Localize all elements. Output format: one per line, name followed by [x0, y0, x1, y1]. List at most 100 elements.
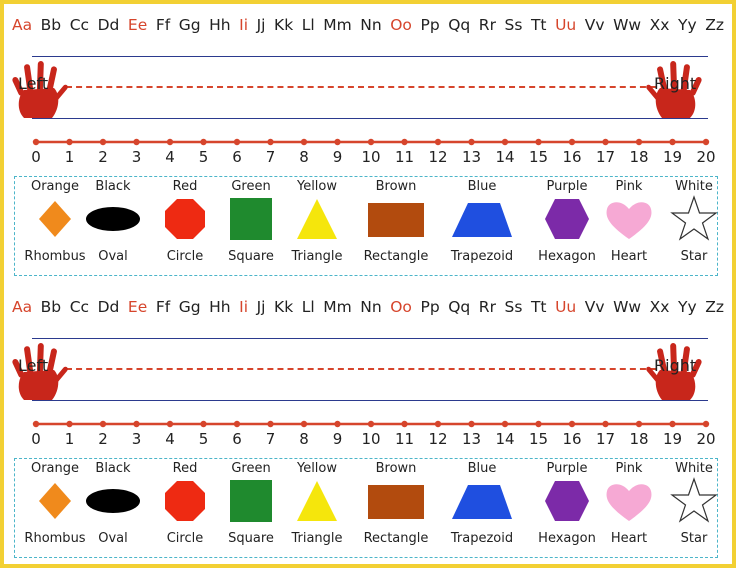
shape-name-label: Oval: [98, 531, 128, 546]
hexagon-shape: [545, 481, 589, 521]
number-tick-dot: [32, 420, 40, 428]
shape-card: Purple Hexagon: [527, 459, 607, 559]
alphabet-letter: Bb: [40, 298, 62, 316]
shape-name-label: Rhombus: [24, 249, 86, 264]
alphabet-row: Aa Bb Cc Dd Ee Ff Gg Hh Ii Jj Kk Ll Mm Nn Oo Pp Qq Rr Ss Tt…: [12, 16, 724, 38]
number-label: 8: [299, 148, 309, 166]
number-tick-dot: [66, 138, 73, 146]
finger-shape: [646, 366, 661, 384]
number-tick-dot: [166, 420, 174, 428]
number-label: 6: [232, 430, 242, 448]
color-name-label: Purple: [546, 461, 588, 476]
left-hand-icon: [12, 61, 68, 118]
number-label: 17: [595, 148, 616, 166]
alphabet-letter: Bb: [40, 16, 62, 34]
number-label: 11: [394, 430, 415, 448]
color-name-label: Black: [95, 179, 131, 194]
number-tick-dot: [334, 138, 341, 146]
shape-name-label: Square: [228, 531, 274, 546]
shape-name-label: Heart: [610, 531, 648, 546]
alphabet-letter: Ee: [127, 16, 148, 34]
alphabet-letter: Ww: [613, 16, 642, 34]
number-label: 12: [428, 430, 448, 448]
shape-card: Pink Heart: [589, 177, 669, 277]
finger-shape: [689, 359, 702, 378]
finger-shape: [670, 61, 678, 93]
alphabet-letter: Nn: [360, 16, 382, 34]
number-label: 2: [98, 148, 108, 166]
alphabet-letter: Kk: [274, 298, 294, 316]
number-label: 0: [31, 430, 41, 448]
number-tick-dot: [401, 420, 408, 428]
number-label: 20: [696, 430, 716, 448]
alphabet-letter: Tt: [530, 16, 547, 34]
finger-shape: [680, 64, 690, 94]
color-name-label: Black: [95, 461, 131, 476]
heart-icon: [599, 477, 659, 525]
palm-shape: [18, 370, 59, 400]
left-label: Left: [18, 356, 49, 375]
number-label: 10: [361, 148, 381, 166]
number-label: 18: [629, 430, 649, 448]
number-tick-dot: [635, 420, 643, 428]
trapezoid-shape: [452, 485, 512, 519]
circle-shape: [165, 481, 205, 521]
hexagon-icon: [537, 477, 597, 525]
trapezoid-shape: [452, 203, 512, 237]
alphabet-letter: Vv: [584, 16, 605, 34]
number-tick-dot: [99, 420, 107, 428]
number-label: 7: [265, 148, 276, 166]
number-tick-dot: [669, 138, 676, 146]
number-tick-dot: [200, 420, 207, 428]
shape-card: Blue Trapezoid: [442, 177, 522, 277]
color-name-label: Purple: [546, 179, 588, 194]
oval-icon: [83, 477, 143, 525]
shape-card: Orange Rhombus: [15, 459, 95, 559]
shape-name-label: Hexagon: [538, 249, 596, 264]
alphabet-letter: Pp: [420, 16, 440, 34]
number-tick-dot: [602, 138, 609, 146]
number-tick-dot: [468, 420, 475, 428]
shape-card: Pink Heart: [589, 459, 669, 559]
right-label: Right: [654, 74, 697, 93]
right-hand-icon: [646, 61, 702, 118]
alphabet-letter: Ll: [301, 298, 315, 316]
midline-dashed: [66, 86, 656, 88]
name-plate-sheet: Aa Bb Cc Dd Ee Ff Gg Hh Ii Jj Kk Ll Mm Nn Oo Pp Qq Rr Ss Tt…: [4, 4, 732, 564]
base-writing-line: [32, 400, 708, 401]
alphabet-letter: Qq: [448, 298, 471, 316]
alphabet-letter: Ss: [504, 298, 523, 316]
shapes-box: Orange Rhombus Black Oval Red Circle Green Squa…: [14, 176, 718, 276]
left-label: Left: [18, 74, 49, 93]
alphabet-letter: Mm: [323, 298, 352, 316]
shape-card: Green Square: [211, 459, 291, 559]
number-label: 15: [528, 430, 549, 448]
circle-shape: [165, 199, 205, 239]
alphabet-letter: Gg: [178, 16, 201, 34]
alphabet-letter: Ee: [127, 298, 148, 316]
heart-icon: [599, 195, 659, 243]
desk-strip-top: Aa Bb Cc Dd Ee Ff Gg Hh Ii Jj Kk Ll Mm Nn Oo Pp Qq Rr Ss Tt…: [4, 4, 732, 284]
alphabet-letter: Ii: [239, 298, 249, 316]
color-name-label: Pink: [615, 179, 643, 194]
number-tick-dot: [702, 420, 710, 428]
rectangle-shape: [368, 485, 424, 519]
shape-name-label: Rectangle: [363, 249, 429, 264]
shape-card: Red Circle: [145, 177, 225, 277]
color-name-label: White: [675, 179, 713, 194]
finger-shape: [46, 348, 57, 376]
shape-name-label: Rhombus: [24, 531, 86, 546]
oval-icon: [83, 195, 143, 243]
alphabet-letter: Dd: [97, 298, 120, 316]
number-tick-dot: [66, 420, 73, 428]
top-writing-line: [32, 56, 708, 57]
shape-card: Brown Rectangle: [356, 177, 436, 277]
finger-shape: [53, 366, 68, 384]
rectangle-icon: [366, 477, 426, 525]
hexagon-icon: [537, 195, 597, 243]
alphabet-letter: Cc: [69, 298, 90, 316]
shape-name-label: Circle: [166, 249, 204, 264]
shape-card: Blue Trapezoid: [442, 459, 522, 559]
number-line-graphic: [32, 420, 710, 428]
color-name-label: Pink: [615, 461, 643, 476]
